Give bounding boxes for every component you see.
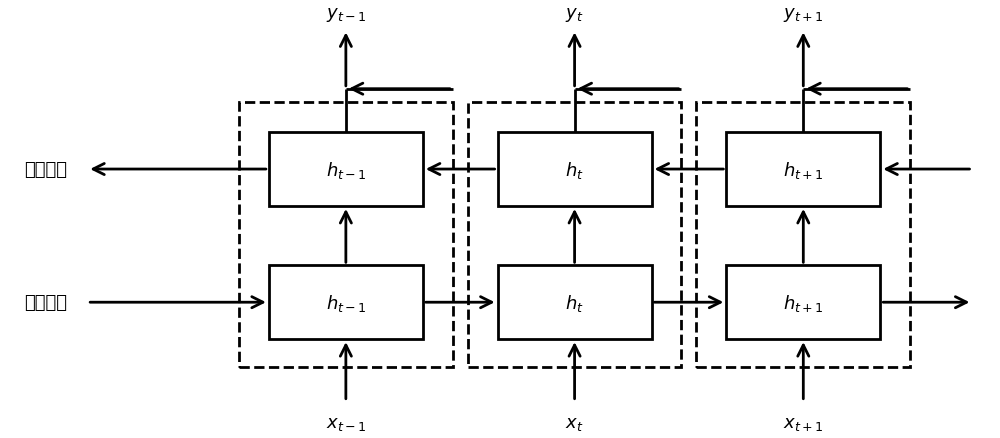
Bar bbox=[468, 103, 681, 367]
Text: $h_{t}$: $h_{t}$ bbox=[565, 159, 584, 180]
Text: $h_{t}$: $h_{t}$ bbox=[565, 292, 584, 313]
Text: $y_{t-1}$: $y_{t-1}$ bbox=[326, 6, 366, 24]
Text: $h_{t-1}$: $h_{t-1}$ bbox=[326, 292, 366, 313]
Text: $x_t$: $x_t$ bbox=[565, 414, 584, 432]
Bar bbox=[726, 133, 880, 207]
Text: $h_{t+1}$: $h_{t+1}$ bbox=[783, 159, 824, 180]
Bar bbox=[696, 103, 910, 367]
Bar bbox=[239, 103, 453, 367]
Text: $x_{t+1}$: $x_{t+1}$ bbox=[783, 414, 824, 432]
Bar bbox=[726, 265, 880, 339]
Text: $h_{t+1}$: $h_{t+1}$ bbox=[783, 292, 824, 313]
Bar bbox=[269, 133, 423, 207]
Bar bbox=[498, 265, 652, 339]
Text: 前向传播: 前向传播 bbox=[24, 293, 67, 311]
Text: $h_{t-1}$: $h_{t-1}$ bbox=[326, 159, 366, 180]
Bar bbox=[498, 133, 652, 207]
Bar bbox=[269, 265, 423, 339]
Text: 后向传播: 后向传播 bbox=[24, 161, 67, 179]
Text: $y_{t+1}$: $y_{t+1}$ bbox=[783, 6, 823, 24]
Text: $x_{t-1}$: $x_{t-1}$ bbox=[326, 414, 366, 432]
Text: $y_t$: $y_t$ bbox=[565, 6, 584, 24]
